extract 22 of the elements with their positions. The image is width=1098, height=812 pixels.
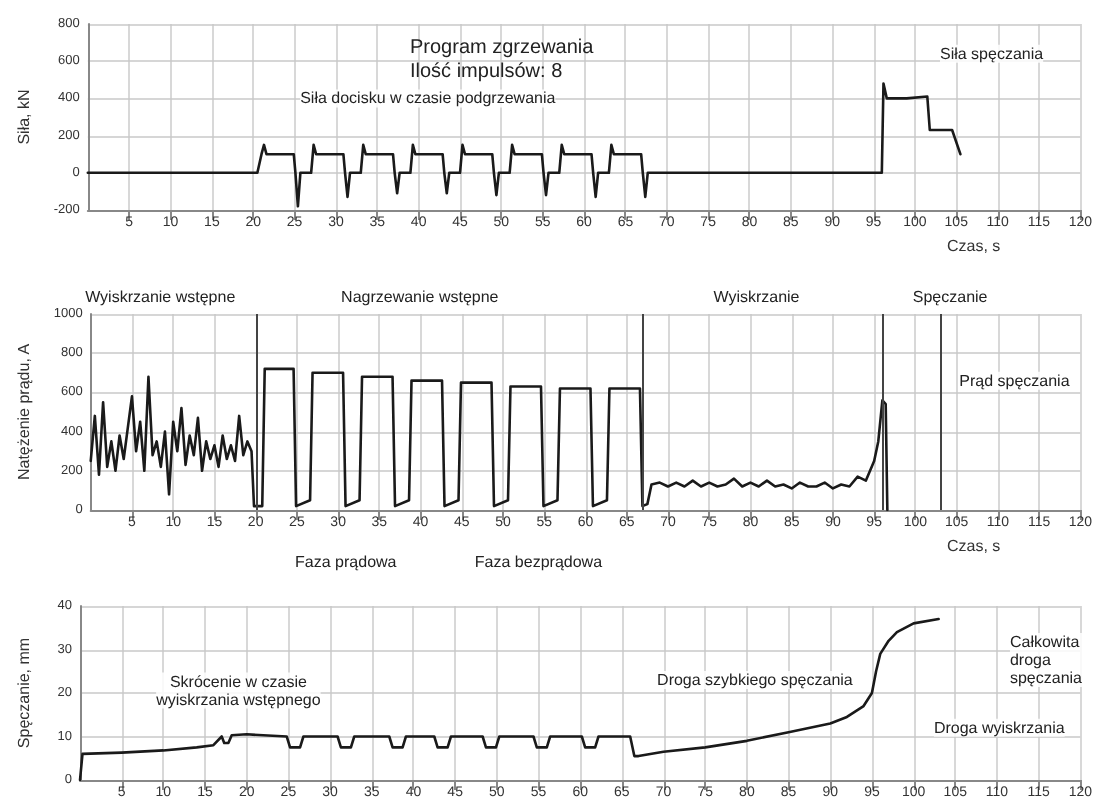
text: Wyiskrzanie [713,288,801,307]
text: Program zgrzewania [410,37,595,59]
line-series [89,367,889,512]
annotation: Siła docisku w czasie podgrzewania [300,89,557,108]
annotation: Skrócenie w czasie wyiskrzania wstępnego [154,672,322,709]
text: Ilość impulsów: 8 [410,61,564,83]
y-axis-title: Natężenie prądu, A [15,342,33,481]
annotation: Droga szybkiego spęczania [657,670,854,689]
text: Faza bezprądowa [474,553,604,572]
y-axis-title: Spęczanie, mm [15,637,33,749]
text: Faza prądowa [295,553,398,572]
text: Nagrzewanie wstępne [341,288,500,307]
annotation: Całkowita droga spęczania [1009,632,1084,687]
text: Spęczanie [912,288,989,307]
x-axis-title: Czas, s [946,537,1001,555]
annotation: Siła spęczania [939,44,1045,63]
annotation: Droga wyiskrzania [933,718,1066,737]
text: Wyiskrzanie wstępne [85,288,237,307]
x-axis-title: Czas, s [946,237,1001,255]
annotation: Prąd spęczania [959,371,1071,390]
y-axis-title: Siła, kN [15,88,33,145]
line-series [86,82,962,208]
